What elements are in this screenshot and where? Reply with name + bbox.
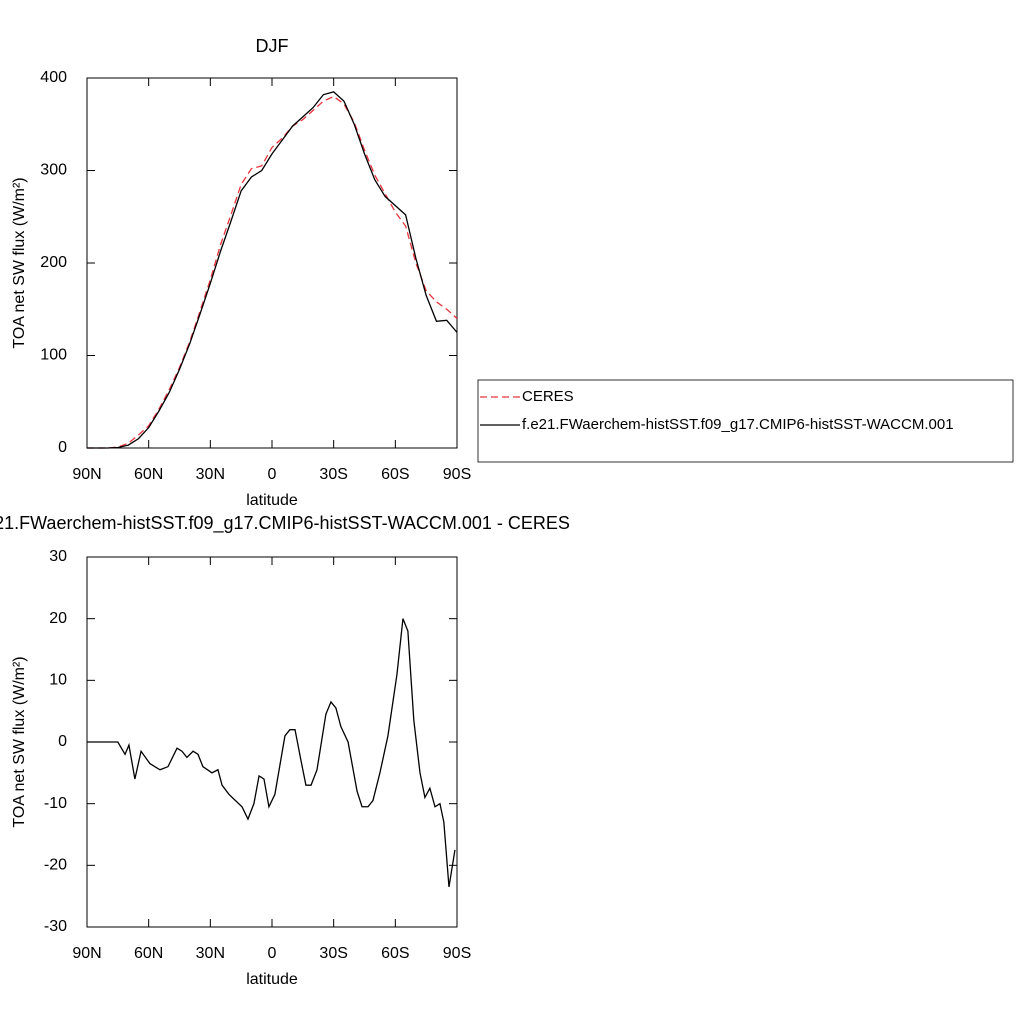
legend-label: CERES bbox=[522, 388, 574, 405]
y-tick-label: 10 bbox=[49, 672, 67, 689]
y-axis-label: TOA net SW flux (W/m²) bbox=[11, 177, 28, 348]
data-line bbox=[87, 95, 458, 449]
y-tick-label: -30 bbox=[44, 918, 67, 935]
y-tick-label: 400 bbox=[40, 69, 67, 86]
x-tick-label: 0 bbox=[268, 945, 277, 962]
x-tick-label: 90S bbox=[443, 466, 471, 483]
plot-frame bbox=[86, 556, 458, 928]
x-tick-label: 90S bbox=[443, 945, 471, 962]
x-axis-label: latitude bbox=[246, 492, 298, 509]
chart-title: DJF bbox=[256, 36, 289, 56]
x-tick-label: 90N bbox=[72, 945, 101, 962]
data-line bbox=[87, 91, 458, 449]
y-axis-label: TOA net SW flux (W/m²) bbox=[11, 656, 28, 827]
plot-frame bbox=[86, 77, 458, 449]
y-tick-label: 0 bbox=[58, 439, 67, 456]
y-tick-label: 0 bbox=[58, 733, 67, 750]
x-tick-label: 60S bbox=[381, 945, 409, 962]
x-tick-label: 60S bbox=[381, 466, 409, 483]
y-tick-label: -10 bbox=[44, 795, 67, 812]
legend-label: f.e21.FWaerchem-histSST.f09_g17.CMIP6-hi… bbox=[522, 416, 954, 433]
y-tick-label: 30 bbox=[49, 548, 67, 565]
legend-box bbox=[477, 379, 1014, 463]
chart-title: f.e21.FWaerchem-histSST.f09_g17.CMIP6-hi… bbox=[0, 513, 570, 534]
x-tick-label: 60N bbox=[134, 945, 163, 962]
data-line bbox=[87, 618, 456, 888]
y-tick-label: 20 bbox=[49, 610, 67, 627]
x-tick-label: 30S bbox=[319, 945, 347, 962]
x-tick-label: 0 bbox=[268, 466, 277, 483]
x-axis-label: latitude bbox=[246, 971, 298, 988]
x-tick-label: 60N bbox=[134, 466, 163, 483]
x-tick-label: 30N bbox=[196, 945, 225, 962]
y-tick-label: 200 bbox=[40, 254, 67, 271]
y-tick-label: 100 bbox=[40, 347, 67, 364]
x-tick-label: 30S bbox=[319, 466, 347, 483]
x-tick-label: 30N bbox=[196, 466, 225, 483]
x-tick-label: 90N bbox=[72, 466, 101, 483]
y-tick-label: 300 bbox=[40, 162, 67, 179]
y-tick-label: -20 bbox=[44, 857, 67, 874]
